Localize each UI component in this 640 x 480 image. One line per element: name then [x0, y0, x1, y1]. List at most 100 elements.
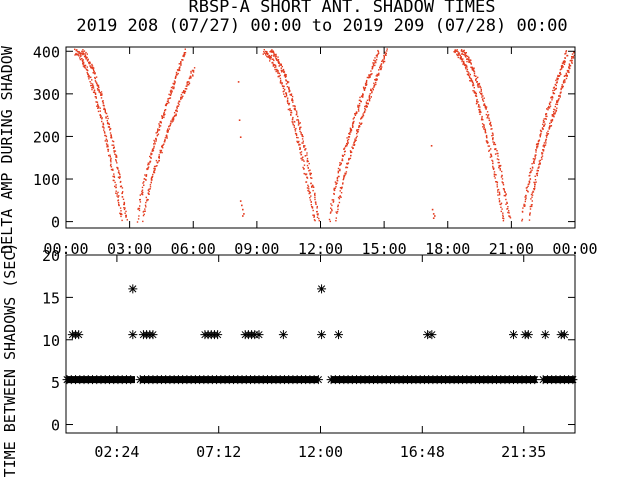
delta-amp-point [184, 48, 186, 50]
delta-amp-point [120, 185, 123, 187]
delta-amp-point [370, 96, 372, 98]
delta-amp-point [343, 178, 345, 180]
delta-amp-point [171, 91, 173, 93]
delta-amp-point [186, 85, 188, 87]
delta-amp-point [543, 121, 546, 123]
delta-amp-point [373, 85, 376, 87]
delta-amp-point [531, 200, 533, 202]
delta-amp-point [123, 201, 125, 204]
delta-amp-point [567, 71, 569, 73]
delta-amp-point [285, 79, 287, 81]
delta-amp-point [354, 113, 356, 115]
delta-amp-point [109, 154, 111, 156]
delta-amp-point [121, 192, 123, 195]
delta-amp-point [485, 131, 487, 134]
delta-amp-point [502, 217, 504, 219]
delta-amp-point [101, 94, 103, 96]
delta-amp-point [554, 83, 556, 86]
delta-amp-point [158, 124, 161, 127]
delta-amp-point [348, 136, 351, 138]
delta-amp-point [462, 63, 464, 66]
delta-amp-point [78, 55, 80, 57]
delta-amp-point [463, 62, 465, 65]
delta-amp-point [120, 210, 122, 212]
delta-amp-point [109, 159, 112, 162]
delta-amp-point [316, 216, 319, 218]
delta-amp-point [349, 132, 351, 134]
delta-amp-point [534, 187, 536, 189]
delta-amp-point [494, 148, 497, 150]
delta-amp-point [337, 172, 339, 174]
delta-amp-point [86, 60, 89, 62]
delta-amp-point [465, 65, 468, 67]
delta-amp-point [336, 212, 338, 214]
delta-amp-point [94, 72, 96, 74]
delta-amp-point [171, 90, 173, 92]
delta-amp-point [333, 193, 335, 195]
delta-amp-point [172, 86, 174, 88]
time-between-points [62, 284, 578, 385]
delta-amp-point [526, 189, 528, 191]
delta-amp-point [153, 169, 155, 172]
delta-amp-point [277, 56, 279, 58]
delta-amp-point [366, 106, 368, 108]
delta-amp-point [183, 91, 185, 93]
delta-amp-point [288, 104, 290, 106]
delta-amp-point [559, 92, 562, 94]
delta-amp-point [368, 74, 370, 76]
delta-amp-point [570, 59, 572, 61]
delta-amp-point [311, 207, 314, 209]
delta-amp-point [502, 214, 504, 216]
delta-amp-point [292, 116, 294, 119]
delta-amp-point [352, 126, 354, 128]
delta-amp-point [549, 105, 552, 107]
delta-amp-point [497, 191, 499, 193]
delta-amp-point [341, 159, 343, 162]
delta-amp-point [80, 53, 82, 55]
delta-amp-point [335, 183, 337, 186]
delta-amp-point [333, 187, 335, 190]
delta-amp-point [124, 212, 126, 214]
delta-amp-point [338, 198, 341, 200]
delta-amp-point [316, 205, 318, 208]
delta-amp-point [477, 106, 480, 108]
delta-amp-point [108, 154, 110, 157]
delta-amp-point [381, 66, 383, 68]
delta-amp-point [568, 66, 570, 68]
delta-amp-point [288, 89, 291, 91]
delta-amp-point [498, 191, 501, 193]
delta-amp-point [86, 66, 88, 68]
delta-amp-point [330, 203, 332, 205]
delta-amp-point [148, 188, 150, 190]
delta-amp-point [556, 103, 559, 106]
delta-amp-point [277, 70, 279, 72]
delta-amp-point [481, 123, 484, 125]
time-between-point [334, 330, 344, 340]
delta-amp-point [376, 78, 378, 80]
delta-amp-point [543, 124, 546, 127]
delta-amp-point [287, 82, 289, 84]
delta-amp-point [545, 113, 548, 115]
delta-amp-point [551, 120, 554, 122]
delta-amp-point [547, 133, 550, 135]
delta-amp-point [531, 196, 533, 198]
delta-amp-point [529, 212, 531, 214]
delta-amp-point [180, 97, 182, 99]
delta-amp-point [176, 110, 178, 113]
delta-amp-point [475, 92, 477, 95]
delta-amp-point [102, 102, 105, 104]
delta-amp-point [299, 130, 301, 133]
delta-amp-point [289, 108, 291, 110]
delta-amp-point [354, 138, 356, 140]
delta-amp-point [299, 126, 301, 129]
delta-amp-point [353, 141, 355, 143]
delta-amp-point [92, 72, 94, 74]
delta-amp-point [556, 81, 558, 83]
delta-amp-point [347, 162, 350, 164]
delta-amp-point [490, 125, 492, 127]
delta-amp-point [300, 131, 302, 134]
delta-amp-point [275, 57, 277, 60]
delta-amp-point [306, 154, 308, 156]
delta-amp-point [144, 174, 146, 176]
delta-amp-point [99, 92, 101, 94]
